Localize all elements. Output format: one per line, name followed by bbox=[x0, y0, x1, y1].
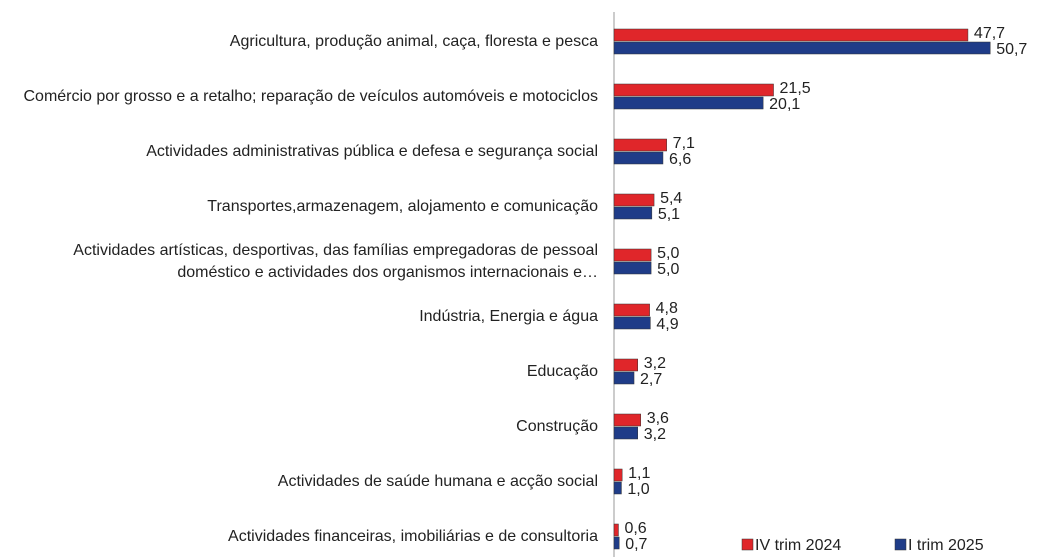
category-label: Actividades de saúde humana e acção soci… bbox=[277, 473, 598, 490]
bar bbox=[613, 138, 667, 152]
category-label: Actividades administrativas pública e de… bbox=[146, 143, 598, 160]
bar bbox=[613, 28, 969, 42]
bar bbox=[613, 426, 638, 440]
value-label: 5,1 bbox=[658, 206, 680, 223]
bar bbox=[613, 261, 652, 275]
category-label: Comércio por grosso e a retalho; reparaç… bbox=[23, 88, 598, 105]
value-label: 0,6 bbox=[624, 520, 646, 537]
legend-label: IV trim 2024 bbox=[755, 537, 841, 554]
bar bbox=[613, 303, 650, 317]
category-label: Indústria, Energia e água bbox=[419, 308, 598, 325]
bar bbox=[613, 248, 652, 262]
value-label: 5,4 bbox=[660, 190, 682, 207]
value-label: 5,0 bbox=[657, 261, 679, 278]
value-label: 4,9 bbox=[656, 316, 678, 333]
legend-swatch bbox=[741, 538, 754, 551]
category-label: Transportes,armazenagem, alojamento e co… bbox=[207, 198, 598, 215]
bar bbox=[613, 481, 622, 495]
bar bbox=[613, 96, 764, 110]
bar bbox=[613, 358, 638, 372]
value-label: 1,0 bbox=[627, 481, 649, 498]
value-label: 2,7 bbox=[640, 371, 662, 388]
value-label: 20,1 bbox=[769, 96, 800, 113]
value-label: 21,5 bbox=[780, 80, 811, 97]
legend-swatch bbox=[894, 538, 907, 551]
value-label: 3,6 bbox=[647, 410, 669, 427]
bar bbox=[613, 316, 651, 330]
value-label: 50,7 bbox=[996, 41, 1027, 58]
value-label: 1,1 bbox=[628, 465, 650, 482]
category-label: Agricultura, produção animal, caça, flor… bbox=[229, 33, 598, 50]
bar bbox=[613, 193, 655, 207]
category-label: Actividades financeiras, imobiliárias e … bbox=[228, 528, 598, 545]
value-label: 7,1 bbox=[673, 135, 695, 152]
bar bbox=[613, 151, 664, 165]
bar bbox=[613, 41, 991, 55]
value-label: 0,7 bbox=[625, 536, 647, 553]
value-label: 3,2 bbox=[644, 355, 666, 372]
bar bbox=[613, 413, 641, 427]
value-label: 3,2 bbox=[644, 426, 666, 443]
category-label: Actividades artísticas, desportivas, das… bbox=[73, 242, 598, 281]
bar bbox=[613, 83, 774, 97]
bar bbox=[613, 536, 620, 550]
bar bbox=[613, 371, 635, 385]
value-label: 5,0 bbox=[657, 245, 679, 262]
category-label: Educação bbox=[526, 363, 598, 380]
bar bbox=[613, 523, 619, 537]
category-label: Construção bbox=[516, 418, 598, 435]
value-label: 6,6 bbox=[669, 151, 691, 168]
bar bbox=[613, 468, 623, 482]
legend-label: I trim 2025 bbox=[908, 537, 984, 554]
bar bbox=[613, 206, 653, 220]
value-label: 47,7 bbox=[974, 25, 1005, 42]
value-label: 4,8 bbox=[656, 300, 678, 317]
